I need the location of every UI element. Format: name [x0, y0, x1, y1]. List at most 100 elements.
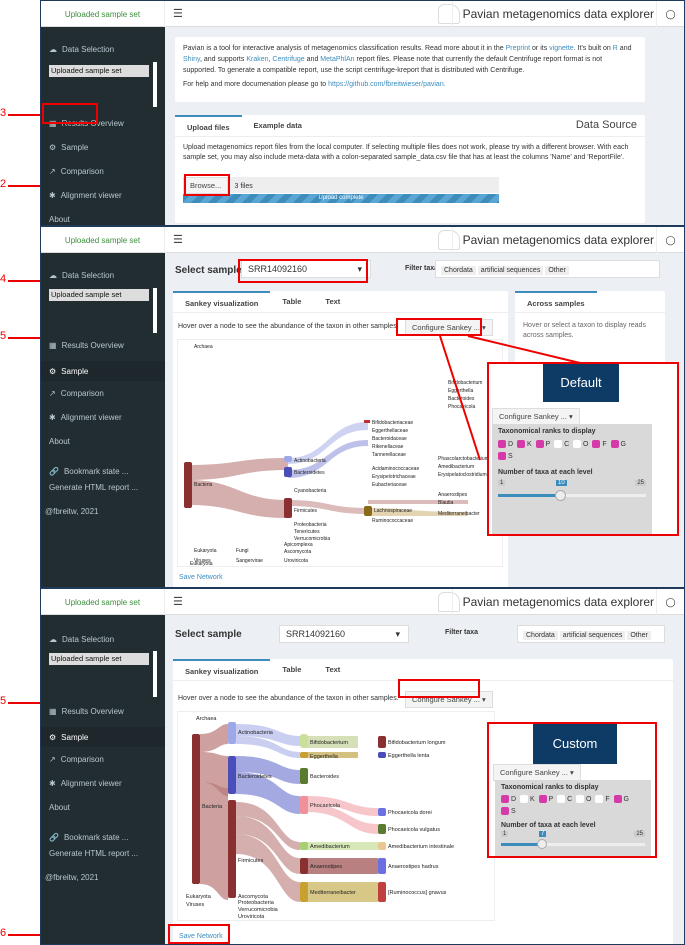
kraken-link[interactable]: Kraken — [246, 56, 269, 63]
tab-upload-files[interactable]: Upload files — [175, 115, 242, 136]
save-network-link[interactable]: Save Network — [179, 574, 223, 581]
highlight-sample — [42, 103, 98, 124]
menu-toggle-icon[interactable]: ☰ — [173, 8, 183, 20]
generate-report-link[interactable]: Generate HTML report ... — [49, 483, 139, 492]
checkbox-f[interactable]: F — [592, 440, 607, 449]
sidebar-item-alignment-viewer[interactable]: ✱ Alignment viewer — [49, 191, 122, 200]
tab-sankey-visualization[interactable]: Sankey visualization — [173, 291, 271, 312]
slider-handle[interactable] — [537, 839, 547, 849]
menu-toggle-icon[interactable]: ☰ — [173, 234, 183, 246]
sidebar-item-about[interactable]: About — [49, 437, 70, 446]
github-link[interactable]: https://github.com/fbreitwieser/pavian. — [328, 81, 446, 88]
filter-chip[interactable]: artificial sequences — [477, 266, 544, 275]
svg-text:Bacteroidetes: Bacteroidetes — [238, 774, 272, 780]
checkbox-p[interactable]: P — [535, 440, 550, 449]
checkbox-k[interactable]: K — [519, 795, 535, 804]
tab-example-data[interactable]: Example data — [253, 121, 302, 130]
svg-text:Eggerthella: Eggerthella — [310, 754, 339, 760]
bookmark-state-link[interactable]: 🔗 Bookmark state ... — [49, 467, 129, 476]
bookmark-state-link[interactable]: 🔗 Bookmark state ... — [49, 833, 129, 842]
vignette-link[interactable]: vignette — [549, 45, 574, 52]
sidebar-item-sample[interactable]: ⚙ Sample — [41, 361, 165, 381]
sidebar-item-data-selection[interactable]: ☁ Data Selection — [49, 635, 115, 644]
ntaxa-slider[interactable]: 1 7 25 — [501, 829, 645, 851]
sidebar-item-results-overview[interactable]: ▦ Results Overview — [49, 707, 124, 716]
svg-text:Eggerthella lenta: Eggerthella lenta — [388, 753, 430, 759]
checkbox-s[interactable]: S — [498, 452, 513, 461]
tab-table[interactable]: Table — [282, 665, 302, 674]
menu-toggle-icon[interactable]: ☰ — [173, 596, 183, 608]
sidebar-item-comparison[interactable]: ↗ Comparison — [49, 389, 104, 398]
github-icon[interactable]: ◯ — [656, 1, 684, 27]
sample-set-logo[interactable]: Uploaded sample set — [41, 1, 165, 27]
sidebar-item-alignment-viewer[interactable]: ✱ Alignment viewer — [49, 779, 122, 788]
gear-icon: ⚙ — [49, 366, 57, 376]
caret-down-icon: ▾ — [395, 629, 400, 639]
preprint-link[interactable]: Preprint — [505, 45, 531, 52]
filter-chip[interactable]: Other — [627, 631, 651, 640]
sidebar-item-sample[interactable]: ⚙ Sample — [41, 727, 165, 747]
tab-sankey-visualization[interactable]: Sankey visualization — [173, 659, 271, 680]
filter-chip[interactable]: Chordata — [523, 631, 558, 640]
sidebar-item-sample[interactable]: ⚙ Sample — [49, 143, 89, 152]
filter-chip[interactable]: Other — [545, 266, 569, 275]
checkbox-d[interactable]: D — [501, 795, 516, 804]
sidebar-item-about[interactable]: About — [49, 215, 70, 224]
browse-button[interactable]: Browse... — [183, 177, 229, 194]
checkbox-d[interactable]: D — [498, 440, 513, 449]
tab-text[interactable]: Text — [325, 665, 341, 674]
sidebar-item-alignment-viewer[interactable]: ✱ Alignment viewer — [49, 413, 122, 422]
centrifuge-link[interactable]: Centrifuge — [272, 56, 305, 63]
r-link[interactable]: R — [612, 45, 618, 52]
sankey-diagram[interactable]: Archaea Bacteria Actinobacteria Bacteroi… — [177, 339, 503, 582]
configure-sankey-button[interactable]: Configure Sankey ... ▾ — [492, 408, 580, 425]
scrollbar[interactable] — [153, 288, 157, 333]
checkbox-k[interactable]: K — [516, 440, 532, 449]
sample-set-selector[interactable]: Uploaded sample set — [49, 653, 149, 665]
filter-taxa-label: Filter taxa — [445, 629, 479, 636]
checkbox-c[interactable]: C — [557, 795, 572, 804]
scrollbar[interactable] — [153, 62, 157, 107]
sidebar-item-data-selection[interactable]: ☁ Data Selection — [49, 45, 115, 54]
checkbox-o[interactable]: O — [573, 440, 588, 449]
checkbox-s[interactable]: S — [501, 807, 516, 816]
highlight-select-sample — [238, 259, 368, 283]
sidebar-item-results-overview[interactable]: ▦ Results Overview — [49, 341, 124, 350]
filter-taxa-input[interactable]: Chordata artificial sequences Other — [517, 625, 665, 643]
filter-chip[interactable]: Chordata — [441, 266, 476, 275]
configure-sankey-button[interactable]: Configure Sankey ... ▾ — [493, 764, 581, 781]
shiny-link[interactable]: Shiny — [183, 56, 200, 63]
sidebar-item-data-selection[interactable]: ☁ Data Selection — [49, 271, 115, 280]
tab-across-samples[interactable]: Across samples — [515, 291, 597, 312]
save-network-link[interactable]: Save Network — [179, 933, 223, 940]
filter-taxa-input[interactable]: Chordata artificial sequences Other — [435, 260, 660, 278]
checkbox-g[interactable]: G — [610, 440, 626, 449]
sample-set-logo[interactable]: Uploaded sample set — [41, 589, 165, 615]
tab-text[interactable]: Text — [325, 297, 341, 306]
checkbox-g[interactable]: G — [613, 795, 629, 804]
sample-set-selector[interactable]: Uploaded sample set — [49, 289, 149, 301]
configure-sankey-button[interactable]: Configure Sankey ... ▾ — [405, 691, 493, 708]
filter-chip[interactable]: artificial sequences — [559, 631, 626, 640]
slider-handle[interactable] — [555, 490, 566, 501]
checkbox-f[interactable]: F — [595, 795, 610, 804]
scrollbar[interactable] — [153, 651, 157, 697]
checkbox-p[interactable]: P — [538, 795, 553, 804]
sample-set-selector[interactable]: Uploaded sample set — [49, 65, 149, 77]
generate-report-link[interactable]: Generate HTML report ... — [49, 849, 139, 858]
sidebar-item-comparison[interactable]: ↗ Comparison — [49, 167, 104, 176]
sample-set-logo[interactable]: Uploaded sample set — [41, 227, 165, 253]
ntaxa-slider[interactable]: 1 10 25 — [498, 476, 646, 508]
sample-select[interactable]: SRR14092160 ▾ — [279, 625, 409, 643]
upload-tabs: Upload files Example data — [175, 115, 645, 137]
tab-table[interactable]: Table — [282, 297, 302, 306]
sidebar-item-comparison[interactable]: ↗ Comparison — [49, 755, 104, 764]
github-icon[interactable]: ◯ — [656, 227, 684, 253]
github-icon[interactable]: ◯ — [656, 589, 684, 615]
svg-text:Bacteroidaceae: Bacteroidaceae — [372, 436, 407, 442]
sankey-diagram[interactable]: Archaea Bacteria Actinobacteria Bacteroi… — [177, 711, 495, 921]
checkbox-o[interactable]: O — [576, 795, 591, 804]
metaphlan-link[interactable]: MetaPhlAn — [320, 56, 355, 63]
checkbox-c[interactable]: C — [554, 440, 569, 449]
sidebar-item-about[interactable]: About — [49, 803, 70, 812]
